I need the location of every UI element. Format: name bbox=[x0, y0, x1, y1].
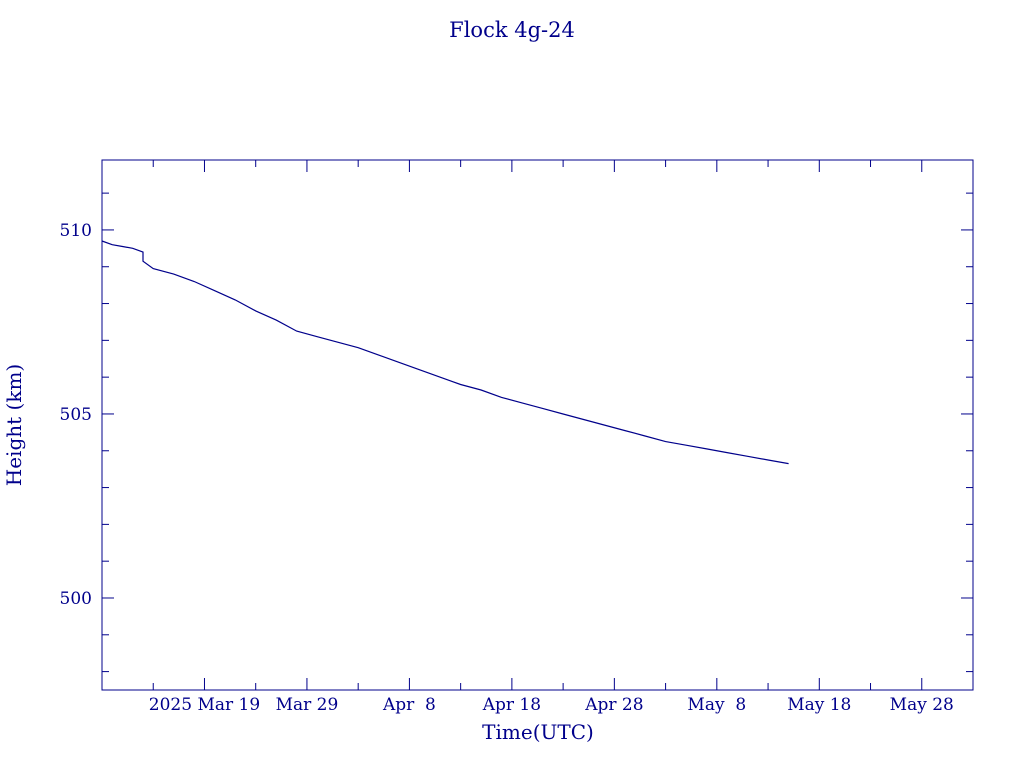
x-tick-label: 2025 Mar 19 bbox=[149, 695, 260, 715]
ticks bbox=[101, 160, 974, 690]
y-tick-label: 505 bbox=[60, 405, 92, 425]
x-tick-label: May 18 bbox=[787, 695, 851, 715]
height-series-line bbox=[101, 240, 789, 465]
x-tick-labels: 2025 Mar 19 Mar 29 Apr 8 Apr 18 Apr 28 May 8 M… bbox=[149, 695, 954, 715]
y-axis-label: Height (km) bbox=[2, 364, 26, 486]
y-tick-label: 500 bbox=[60, 589, 92, 609]
x-tick-label: Apr 28 bbox=[584, 695, 643, 715]
x-tick-label: Apr 18 bbox=[482, 695, 541, 715]
plot-frame bbox=[101, 159, 974, 691]
chart-title: Flock 4g-24 bbox=[449, 18, 575, 42]
y-tick-labels: 500 505 510 bbox=[60, 221, 92, 609]
x-tick-label: May 8 bbox=[687, 695, 746, 715]
x-tick-label: Mar 29 bbox=[276, 695, 339, 715]
x-tick-label: Apr 8 bbox=[382, 695, 436, 715]
x-axis-label: Time(UTC) bbox=[482, 720, 594, 744]
y-tick-label: 510 bbox=[60, 221, 92, 241]
x-tick-label: May 28 bbox=[890, 695, 954, 715]
